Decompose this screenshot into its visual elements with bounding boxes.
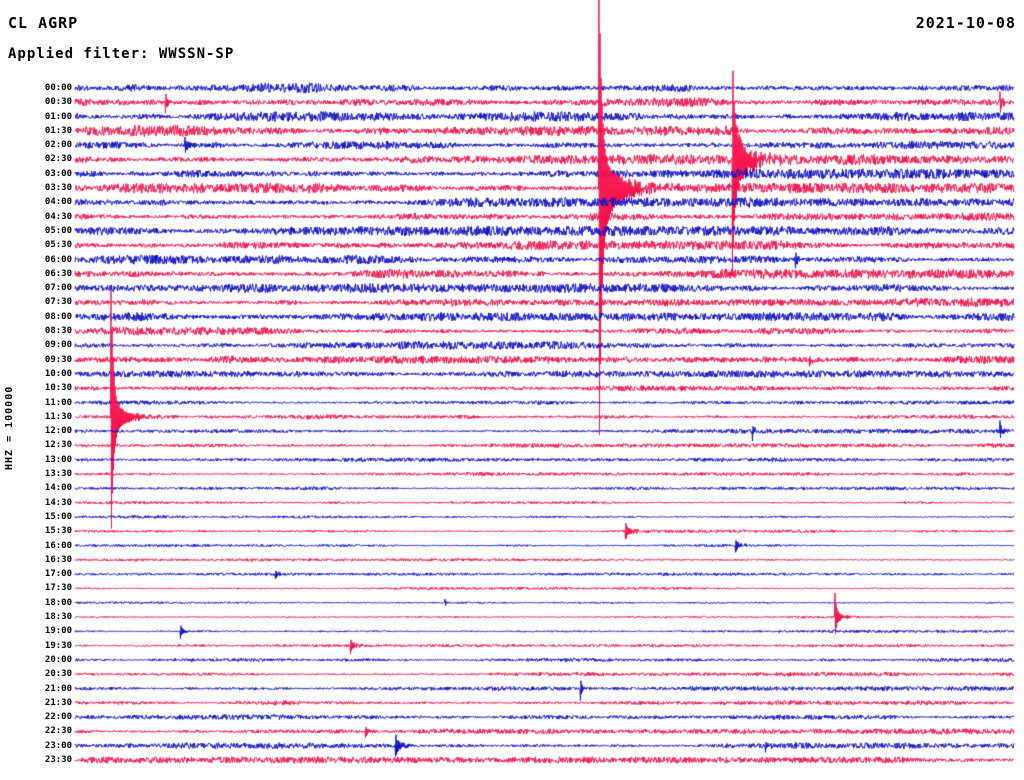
- time-label: 12:30: [44, 440, 72, 451]
- time-label: 23:30: [44, 755, 72, 765]
- time-label: 22:30: [44, 726, 72, 737]
- time-label: 14:30: [44, 497, 72, 508]
- time-label: 00:00: [44, 83, 72, 93]
- time-label: 08:00: [44, 311, 72, 322]
- time-label: 03:00: [44, 168, 72, 179]
- time-label: 02:00: [44, 140, 72, 151]
- time-label: 01:00: [44, 111, 72, 122]
- time-label: 20:30: [44, 669, 72, 680]
- time-label: 00:30: [44, 97, 72, 108]
- time-label: 22:00: [44, 712, 72, 723]
- time-label: 04:00: [44, 197, 72, 208]
- time-label: 18:00: [44, 597, 72, 608]
- time-label: 04:30: [44, 211, 72, 222]
- time-label: 15:30: [44, 526, 72, 537]
- time-label: 09:30: [44, 354, 72, 365]
- time-label: 19:00: [44, 626, 72, 637]
- time-label: 13:30: [44, 469, 72, 480]
- time-label: 23:00: [44, 740, 72, 751]
- time-label: 15:00: [44, 511, 72, 522]
- time-label: 21:30: [44, 697, 72, 708]
- time-label: 17:00: [44, 569, 72, 580]
- time-label: 05:30: [44, 240, 72, 251]
- time-label: 05:00: [44, 225, 72, 236]
- time-label: 12:00: [44, 426, 72, 437]
- time-label: 11:30: [44, 411, 72, 422]
- station-code: CL AGRP: [8, 14, 79, 32]
- time-label: 14:00: [44, 483, 72, 494]
- y-axis-scale-label: HHZ = 100000: [4, 385, 15, 470]
- time-label: 09:00: [44, 340, 72, 351]
- time-label: 10:00: [44, 368, 72, 379]
- time-label: 20:00: [44, 654, 72, 665]
- filter-label: Applied filter: WWSSN-SP: [8, 46, 235, 62]
- time-label: 10:30: [44, 383, 72, 394]
- time-label: 21:00: [44, 683, 72, 694]
- time-label: 06:00: [44, 254, 72, 265]
- time-label: 02:30: [44, 154, 72, 165]
- time-label: 01:30: [44, 125, 72, 136]
- time-label: 17:30: [44, 583, 72, 594]
- time-label: 08:30: [44, 326, 72, 337]
- time-label: 07:00: [44, 283, 72, 294]
- time-label: 06:30: [44, 268, 72, 279]
- time-label: 11:00: [44, 397, 72, 408]
- time-label: 18:30: [44, 612, 72, 623]
- time-label: 13:00: [44, 454, 72, 465]
- time-label: 03:30: [44, 183, 72, 194]
- date-label: 2021-10-08: [915, 14, 1016, 32]
- time-label: 16:30: [44, 554, 72, 565]
- time-label: 16:00: [44, 540, 72, 551]
- time-label: 19:30: [44, 640, 72, 651]
- time-label: 07:30: [44, 297, 72, 308]
